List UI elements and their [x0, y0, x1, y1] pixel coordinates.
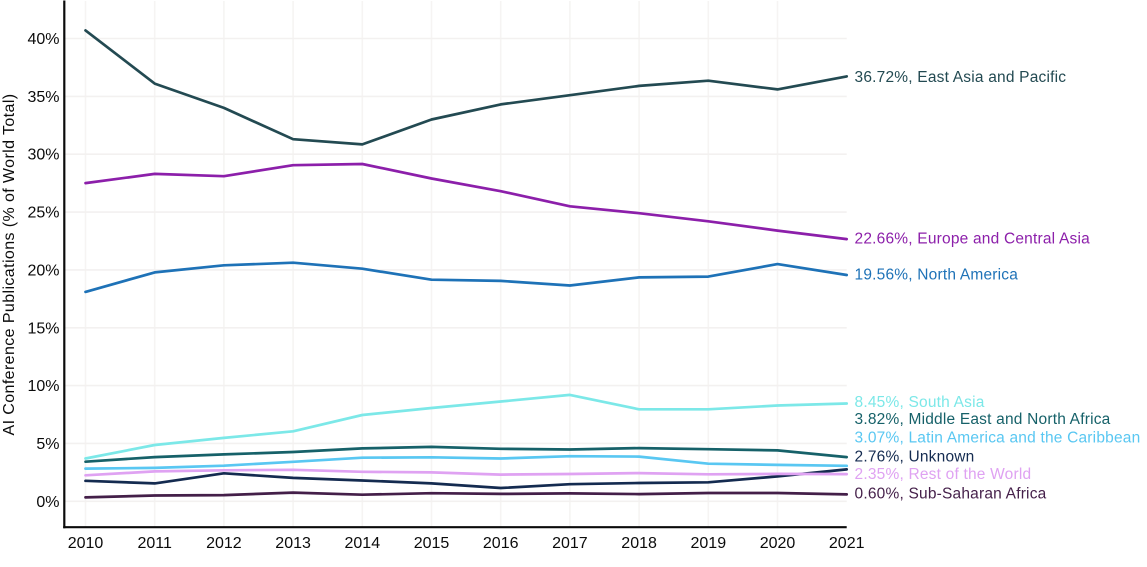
svg-text:35%: 35%	[27, 89, 59, 106]
svg-text:30%: 30%	[27, 147, 59, 164]
svg-text:20%: 20%	[27, 262, 59, 279]
svg-text:19.56%, North America: 19.56%, North America	[855, 266, 1019, 283]
svg-text:2016: 2016	[483, 535, 519, 552]
svg-text:40%: 40%	[27, 31, 59, 48]
svg-text:2011: 2011	[137, 535, 172, 552]
svg-text:2015: 2015	[414, 535, 450, 552]
svg-text:2019: 2019	[691, 535, 727, 552]
svg-text:3.82%, Middle East and North A: 3.82%, Middle East and North Africa	[855, 411, 1111, 428]
svg-text:2020: 2020	[760, 535, 796, 552]
svg-text:2013: 2013	[275, 535, 311, 552]
svg-text:0.60%, Sub-Saharan Africa: 0.60%, Sub-Saharan Africa	[855, 486, 1047, 503]
svg-text:25%: 25%	[27, 205, 59, 222]
svg-text:36.72%, East Asia and Pacific: 36.72%, East Asia and Pacific	[855, 69, 1067, 86]
svg-text:2.76%, Unknown: 2.76%, Unknown	[855, 449, 975, 466]
svg-text:2018: 2018	[621, 535, 657, 552]
svg-text:2017: 2017	[552, 535, 588, 552]
svg-text:15%: 15%	[27, 320, 59, 337]
svg-text:2021: 2021	[829, 535, 865, 552]
svg-text:2010: 2010	[68, 535, 104, 552]
svg-text:3.07%, Latin America and the C: 3.07%, Latin America and the Caribbean	[855, 429, 1141, 446]
svg-text:5%: 5%	[36, 436, 59, 453]
svg-text:10%: 10%	[27, 378, 59, 395]
svg-text:AI Conference Publications (%: AI Conference Publications (% of World T…	[1, 93, 18, 435]
svg-text:2012: 2012	[206, 535, 242, 552]
svg-text:8.45%, South Asia: 8.45%, South Asia	[855, 394, 985, 411]
svg-text:2014: 2014	[345, 535, 381, 552]
svg-text:0%: 0%	[36, 494, 59, 511]
svg-text:22.66%, Europe and Central Asi: 22.66%, Europe and Central Asia	[855, 231, 1091, 248]
svg-text:2.35%, Rest of the World: 2.35%, Rest of the World	[855, 466, 1032, 483]
